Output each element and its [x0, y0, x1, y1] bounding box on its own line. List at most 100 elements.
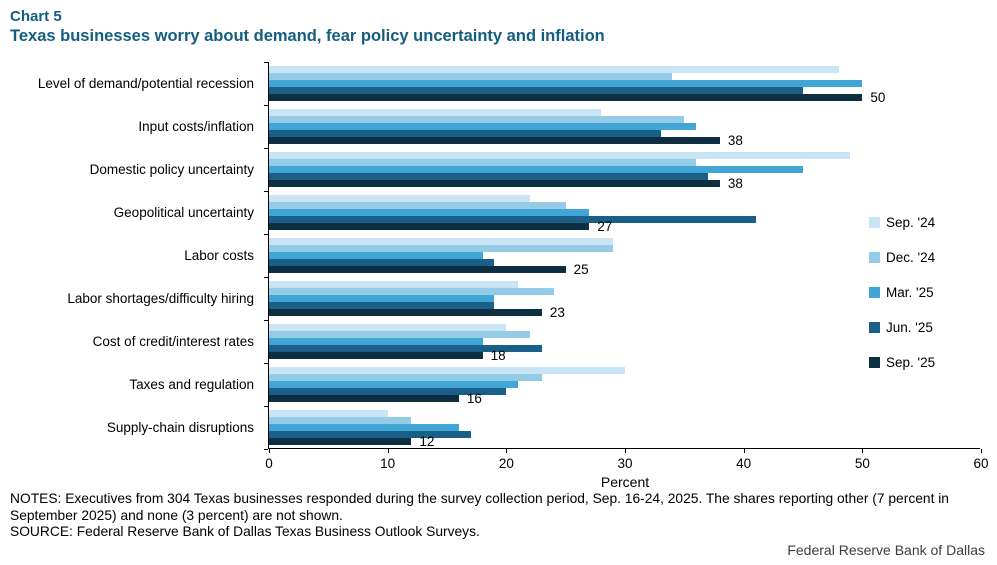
bar	[269, 302, 495, 309]
bar	[269, 438, 412, 445]
bar	[269, 395, 459, 402]
category-label: Labor shortages/difficulty hiring	[67, 291, 254, 306]
bar	[269, 381, 519, 388]
bar	[269, 410, 388, 417]
bar	[269, 87, 803, 94]
bar	[269, 209, 590, 216]
bar	[269, 66, 839, 73]
category-label: Labor costs	[184, 248, 254, 263]
y-axis-tick	[264, 148, 268, 149]
legend-label: Sep. '25	[886, 355, 936, 370]
data-label: 23	[549, 305, 565, 320]
bar	[269, 173, 709, 180]
x-axis-tick	[506, 449, 508, 453]
bar	[269, 94, 863, 101]
x-axis-tick-label: 30	[617, 456, 633, 471]
x-axis-tick	[981, 449, 982, 453]
y-axis-tick	[264, 191, 268, 192]
category-label: Supply-chain disruptions	[106, 420, 254, 435]
bar	[269, 166, 803, 173]
bar	[269, 431, 471, 438]
data-label: 50	[870, 90, 886, 105]
x-axis-label: Percent	[600, 474, 650, 490]
page-title: Texas businesses worry about demand, fea…	[10, 27, 605, 45]
bar	[269, 424, 459, 431]
bar	[269, 245, 614, 252]
bar	[269, 123, 697, 130]
legend-swatch-icon	[869, 322, 880, 333]
y-axis-tick	[264, 363, 268, 364]
chart-header: Chart 5 Texas businesses worry about dem…	[10, 7, 605, 46]
bar	[269, 367, 625, 374]
chart-legend: Sep. '24 Dec. '24 Mar. '25 Jun. '25 Sep. '25	[869, 205, 935, 380]
legend-swatch-icon	[869, 252, 880, 263]
category-label: Taxes and regulation	[129, 377, 254, 392]
bar	[269, 288, 554, 295]
y-axis-tick	[264, 406, 268, 407]
bar	[269, 374, 542, 381]
y-axis-tick	[264, 277, 268, 278]
x-axis-tick-label: 50	[854, 456, 870, 471]
bar	[269, 130, 661, 137]
x-axis-tick-label: 0	[265, 456, 273, 471]
bar	[269, 152, 851, 159]
x-axis-tick-label: 60	[973, 456, 989, 471]
bar	[269, 109, 602, 116]
bar	[269, 266, 566, 273]
bar	[269, 331, 531, 338]
data-label: 18	[490, 348, 506, 363]
chart-notes: NOTES: Executives from 304 Texas busines…	[10, 491, 949, 523]
legend-item: Jun. '25	[869, 310, 935, 345]
x-axis-tick	[387, 449, 389, 453]
bar	[269, 352, 483, 359]
bar	[269, 80, 863, 87]
bar	[269, 159, 697, 166]
bar	[269, 324, 507, 331]
category-label: Input costs/inflation	[138, 119, 254, 134]
bar	[269, 180, 720, 187]
bar	[269, 216, 756, 223]
legend-item: Dec. '24	[869, 240, 935, 275]
data-label: 16	[466, 391, 482, 406]
bar	[269, 202, 566, 209]
bar	[269, 195, 531, 202]
legend-item: Sep. '24	[869, 205, 935, 240]
x-axis-tick	[862, 449, 864, 453]
bar	[269, 223, 590, 230]
legend-item: Sep. '25	[869, 345, 935, 380]
legend-label: Sep. '24	[886, 215, 936, 230]
legend-swatch-icon	[869, 357, 880, 368]
category-label: Cost of credit/interest rates	[92, 334, 254, 349]
legend-swatch-icon	[869, 287, 880, 298]
bar-chart-plot-area: Percent Level of demand/potential recess…	[38, 62, 989, 490]
legend-item: Mar. '25	[869, 275, 935, 310]
bar	[269, 417, 412, 424]
x-axis-tick-label: 40	[736, 456, 752, 471]
branding-text: Federal Reserve Bank of Dallas	[787, 542, 985, 558]
legend-label: Jun. '25	[886, 320, 933, 335]
bar	[269, 252, 483, 259]
chart-number: Chart 5	[10, 8, 62, 25]
y-axis-tick	[264, 449, 268, 450]
legend-swatch-icon	[869, 217, 880, 228]
x-axis-tick	[269, 449, 270, 453]
bar	[269, 309, 542, 316]
legend-label: Dec. '24	[886, 250, 936, 265]
chart-source: SOURCE: Federal Reserve Bank of Dallas T…	[10, 524, 480, 539]
bar	[269, 295, 495, 302]
data-label: 27	[597, 219, 613, 234]
legend-label: Mar. '25	[886, 285, 934, 300]
y-axis-tick	[264, 105, 268, 106]
bar	[269, 259, 495, 266]
data-label: 12	[419, 434, 435, 449]
category-label: Level of demand/potential recession	[37, 76, 254, 91]
bar	[269, 338, 483, 345]
bar	[269, 116, 685, 123]
y-axis-tick	[264, 62, 268, 63]
data-label: 38	[727, 133, 743, 148]
y-axis-tick	[264, 320, 268, 321]
y-axis-tick	[264, 234, 268, 235]
bar	[269, 281, 519, 288]
category-label: Geopolitical uncertainty	[113, 205, 254, 220]
